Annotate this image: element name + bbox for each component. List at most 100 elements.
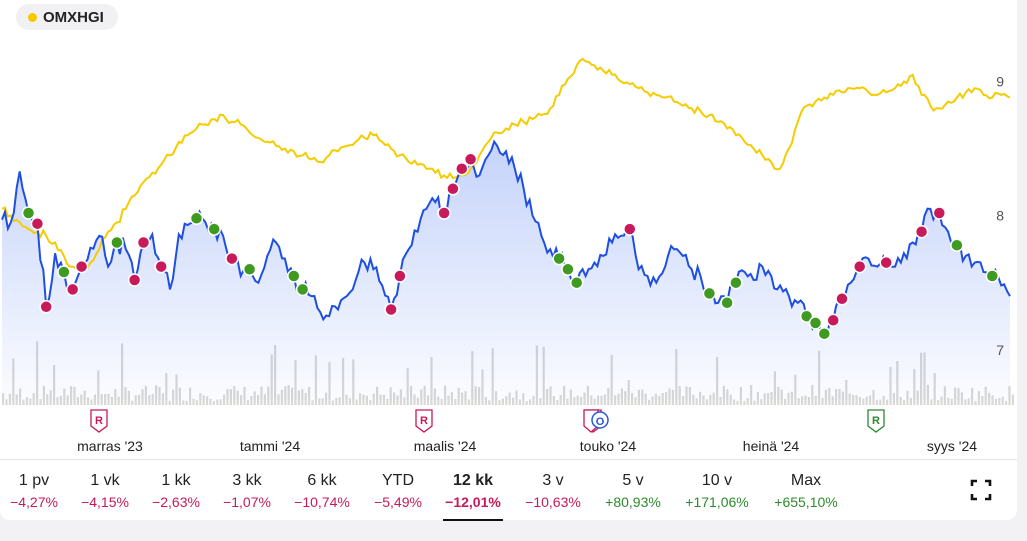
volume-bar xyxy=(576,395,579,405)
volume-bar xyxy=(1005,400,1008,405)
period-12-kk[interactable]: 12 kk −12,01% xyxy=(433,470,513,521)
period-label: 1 kk xyxy=(161,472,191,489)
event-letter: O xyxy=(596,416,605,428)
sell-marker xyxy=(879,255,893,270)
sell-marker xyxy=(30,216,45,231)
volume-bar xyxy=(498,400,501,405)
legend-dot xyxy=(28,12,37,22)
volume-bar xyxy=(529,399,532,405)
volume-bar xyxy=(250,396,253,405)
buy-marker xyxy=(720,296,734,310)
volume-bar xyxy=(855,395,858,405)
volume-bar xyxy=(743,400,746,405)
volume-bar xyxy=(831,396,834,405)
period-change: −4,27% xyxy=(10,494,58,510)
sell-marker xyxy=(393,269,407,283)
volume-bar xyxy=(335,398,338,405)
legend-omxhgi[interactable]: OMXHGI xyxy=(16,4,118,30)
buy-marker xyxy=(561,262,575,277)
volume-bar xyxy=(240,395,243,405)
period-1-pv[interactable]: 1 pv −4,27% xyxy=(0,470,74,512)
buy-marker xyxy=(985,269,1000,283)
volume-bar xyxy=(886,399,889,405)
volume-bar xyxy=(182,400,185,405)
volume-bar xyxy=(209,398,212,405)
volume-bar xyxy=(869,395,872,405)
period-3-kk[interactable]: 3 kk −1,07% xyxy=(207,470,287,512)
sell-marker xyxy=(463,152,478,167)
volume-bar xyxy=(875,399,878,405)
volume-bar xyxy=(882,395,885,405)
volume-bar xyxy=(525,400,528,405)
volume-bar xyxy=(648,399,651,405)
volume-bar xyxy=(580,396,583,405)
volume-bar xyxy=(651,396,654,405)
volume-bar xyxy=(168,400,171,405)
volume-bar xyxy=(804,395,807,405)
sell-marker xyxy=(225,251,239,266)
volume-bar xyxy=(39,399,42,405)
buy-marker xyxy=(21,206,36,220)
y-tick-label: 8 xyxy=(996,208,1004,224)
period-label: 3 v xyxy=(542,472,564,489)
volume-bar xyxy=(454,399,457,405)
event-letter: R xyxy=(872,415,880,427)
volume-bar xyxy=(365,395,368,405)
volume-bar xyxy=(110,396,113,405)
sell-marker xyxy=(437,206,451,220)
volume-bar xyxy=(814,395,817,405)
volume-bar xyxy=(801,396,804,405)
buy-marker xyxy=(799,309,814,323)
volume-bar xyxy=(1001,396,1004,405)
period-label: 12 kk xyxy=(452,472,494,489)
period-max[interactable]: Max +655,10% xyxy=(766,470,846,512)
event-badges: RRROR xyxy=(90,409,885,433)
volume-bar xyxy=(937,400,940,405)
period-label: 6 kk xyxy=(307,472,337,489)
volume-bar xyxy=(940,396,943,405)
volume-bar xyxy=(947,397,950,405)
buy-marker xyxy=(287,269,301,283)
volume-bar xyxy=(539,398,542,405)
volume-bar xyxy=(311,400,314,405)
volume-bar xyxy=(593,398,596,405)
period-ytd[interactable]: YTD −5,49% xyxy=(358,470,438,512)
price-chart[interactable]: 7 8 9 marras '23 tammi '24 maalis '24 touko '2… xyxy=(0,0,1017,460)
buy-marker xyxy=(702,286,717,301)
period-change: −10,63% xyxy=(525,494,581,510)
buy-marker xyxy=(950,238,964,252)
volume-bar xyxy=(903,399,906,405)
x-tick-label: heinä '24 xyxy=(743,438,800,454)
volume-bar xyxy=(66,395,69,405)
fullscreen-button[interactable] xyxy=(969,478,993,502)
volume-bar xyxy=(192,398,195,405)
buy-marker xyxy=(817,326,832,341)
volume-bar xyxy=(467,399,470,405)
x-tick-label: syys '24 xyxy=(927,438,977,454)
period-selector: 1 pv −4,27% 1 vk −4,15% 1 kk −2,63% 3 kk −1,07%… xyxy=(0,459,1017,521)
event-badge xyxy=(90,409,108,433)
volume-bar xyxy=(807,397,810,405)
period-5-v[interactable]: 5 v +80,93% xyxy=(593,470,673,512)
period-3-v[interactable]: 3 v −10,63% xyxy=(513,470,593,512)
volume-bar xyxy=(56,397,59,405)
period-10-v[interactable]: 10 v +171,06% xyxy=(677,470,757,512)
sell-marker xyxy=(455,161,469,176)
period-6-kk[interactable]: 6 kk −10,74% xyxy=(282,470,362,512)
volume-bar xyxy=(994,399,997,405)
period-change: −2,63% xyxy=(152,494,200,510)
volume-bar xyxy=(998,398,1001,405)
event-letter: R xyxy=(420,415,428,427)
volume-bar xyxy=(879,399,882,405)
volume-bar xyxy=(705,399,708,405)
period-1-vk[interactable]: 1 vk −4,15% xyxy=(65,470,145,512)
volume-bar xyxy=(22,399,25,405)
volume-bar xyxy=(355,399,358,405)
volume-bar xyxy=(590,395,593,405)
volume-bar xyxy=(488,400,491,405)
period-1-kk[interactable]: 1 kk −2,63% xyxy=(136,470,216,512)
volume-bar xyxy=(784,398,787,405)
volume-bar xyxy=(59,395,62,405)
index-line-omxhgi xyxy=(1,57,1011,274)
volume-bar xyxy=(600,395,603,406)
